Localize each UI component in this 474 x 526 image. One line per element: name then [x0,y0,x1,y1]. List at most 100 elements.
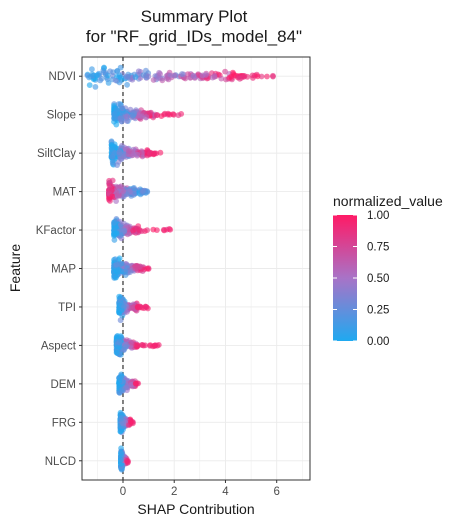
data-point [143,74,150,81]
chart-title-line-1: Summary Plot [141,7,248,26]
data-point [134,262,141,269]
data-point [127,419,134,425]
data-point [134,151,141,158]
data-point [118,457,124,463]
y-tick-label: Slope [47,110,76,122]
y-axis-title: Feature [7,244,23,292]
data-point [117,222,124,229]
data-point [113,274,119,281]
x-tick-label: 2 [171,486,177,498]
data-point [179,71,185,77]
data-point [124,113,130,120]
y-tick-label: NDVI [49,71,76,83]
data-point [94,71,101,78]
data-point [116,149,123,156]
y-tick-label: FRG [52,417,76,429]
data-point [130,227,137,234]
data-point [139,113,145,120]
data-point [101,64,107,71]
data-point [118,373,125,380]
data-point [161,227,168,234]
data-point [151,150,158,157]
data-point [116,255,123,262]
data-point [150,77,157,83]
y-tick-label: TPI [58,302,76,314]
data-point [190,73,197,79]
data-point [112,77,119,84]
data-point [147,342,154,348]
data-point [120,188,126,195]
data-point [175,112,182,119]
data-point [122,272,129,278]
data-point [140,187,146,194]
y-tick-label: SiltClay [37,148,76,160]
data-point [113,107,120,113]
data-point [116,378,123,384]
data-point [109,193,116,200]
data-point [254,73,261,80]
data-point [241,73,248,79]
data-point [115,267,122,274]
data-point [125,74,131,80]
data-point [131,190,137,197]
data-point [124,118,130,124]
data-point [138,228,145,235]
data-point [264,73,270,80]
x-axis: 0 2 4 6 [120,480,280,498]
data-point [116,72,123,79]
data-point [144,265,151,272]
data-point [132,380,139,387]
data-point [122,344,129,350]
legend-label: 0.25 [367,305,389,317]
x-axis-title: SHAP Contribution [137,501,254,517]
data-point [123,384,129,391]
data-point [162,110,168,117]
data-point [142,342,149,349]
data-point [130,113,136,119]
data-point [151,342,158,349]
y-tick-label: MAT [53,187,76,199]
data-point [124,81,130,88]
color-legend: normalized_value 1.00 0.75 0.50 0.25 0.00 [333,193,443,348]
data-point [142,303,149,310]
data-point [118,415,124,422]
data-point [116,339,123,346]
legend-label: 0.00 [367,336,389,348]
data-point [113,230,120,237]
chart-title-line-2: for "RF_grid_IDs_model_84" [86,27,302,46]
data-point [120,304,127,310]
data-point [155,75,162,81]
y-tick-label: MAP [51,264,76,276]
data-point [117,115,124,121]
data-point [117,64,124,71]
data-point [114,162,120,169]
data-point [128,381,135,388]
data-point [211,74,218,80]
data-point [106,180,112,187]
legend-label: 1.00 [367,210,389,222]
data-point [112,150,118,156]
data-point [167,111,173,118]
data-point [165,76,172,83]
data-point [218,75,225,82]
data-point [150,226,157,233]
data-point [121,151,127,157]
data-point [113,349,120,356]
data-points [84,64,276,473]
data-point [143,67,149,74]
data-point [116,293,123,300]
x-tick-label: 0 [120,486,126,498]
data-point [113,261,120,268]
data-point [109,159,116,166]
data-point [124,265,130,271]
y-tick-label: DEM [50,379,76,391]
data-point [139,149,146,156]
data-point [134,303,141,310]
legend-label: 0.75 [367,242,389,254]
data-point [111,220,117,226]
data-point [128,339,135,346]
y-tick-label: Aspect [41,340,77,352]
data-point [117,317,124,324]
legend-title: normalized_value [333,193,443,209]
data-point [147,110,154,116]
